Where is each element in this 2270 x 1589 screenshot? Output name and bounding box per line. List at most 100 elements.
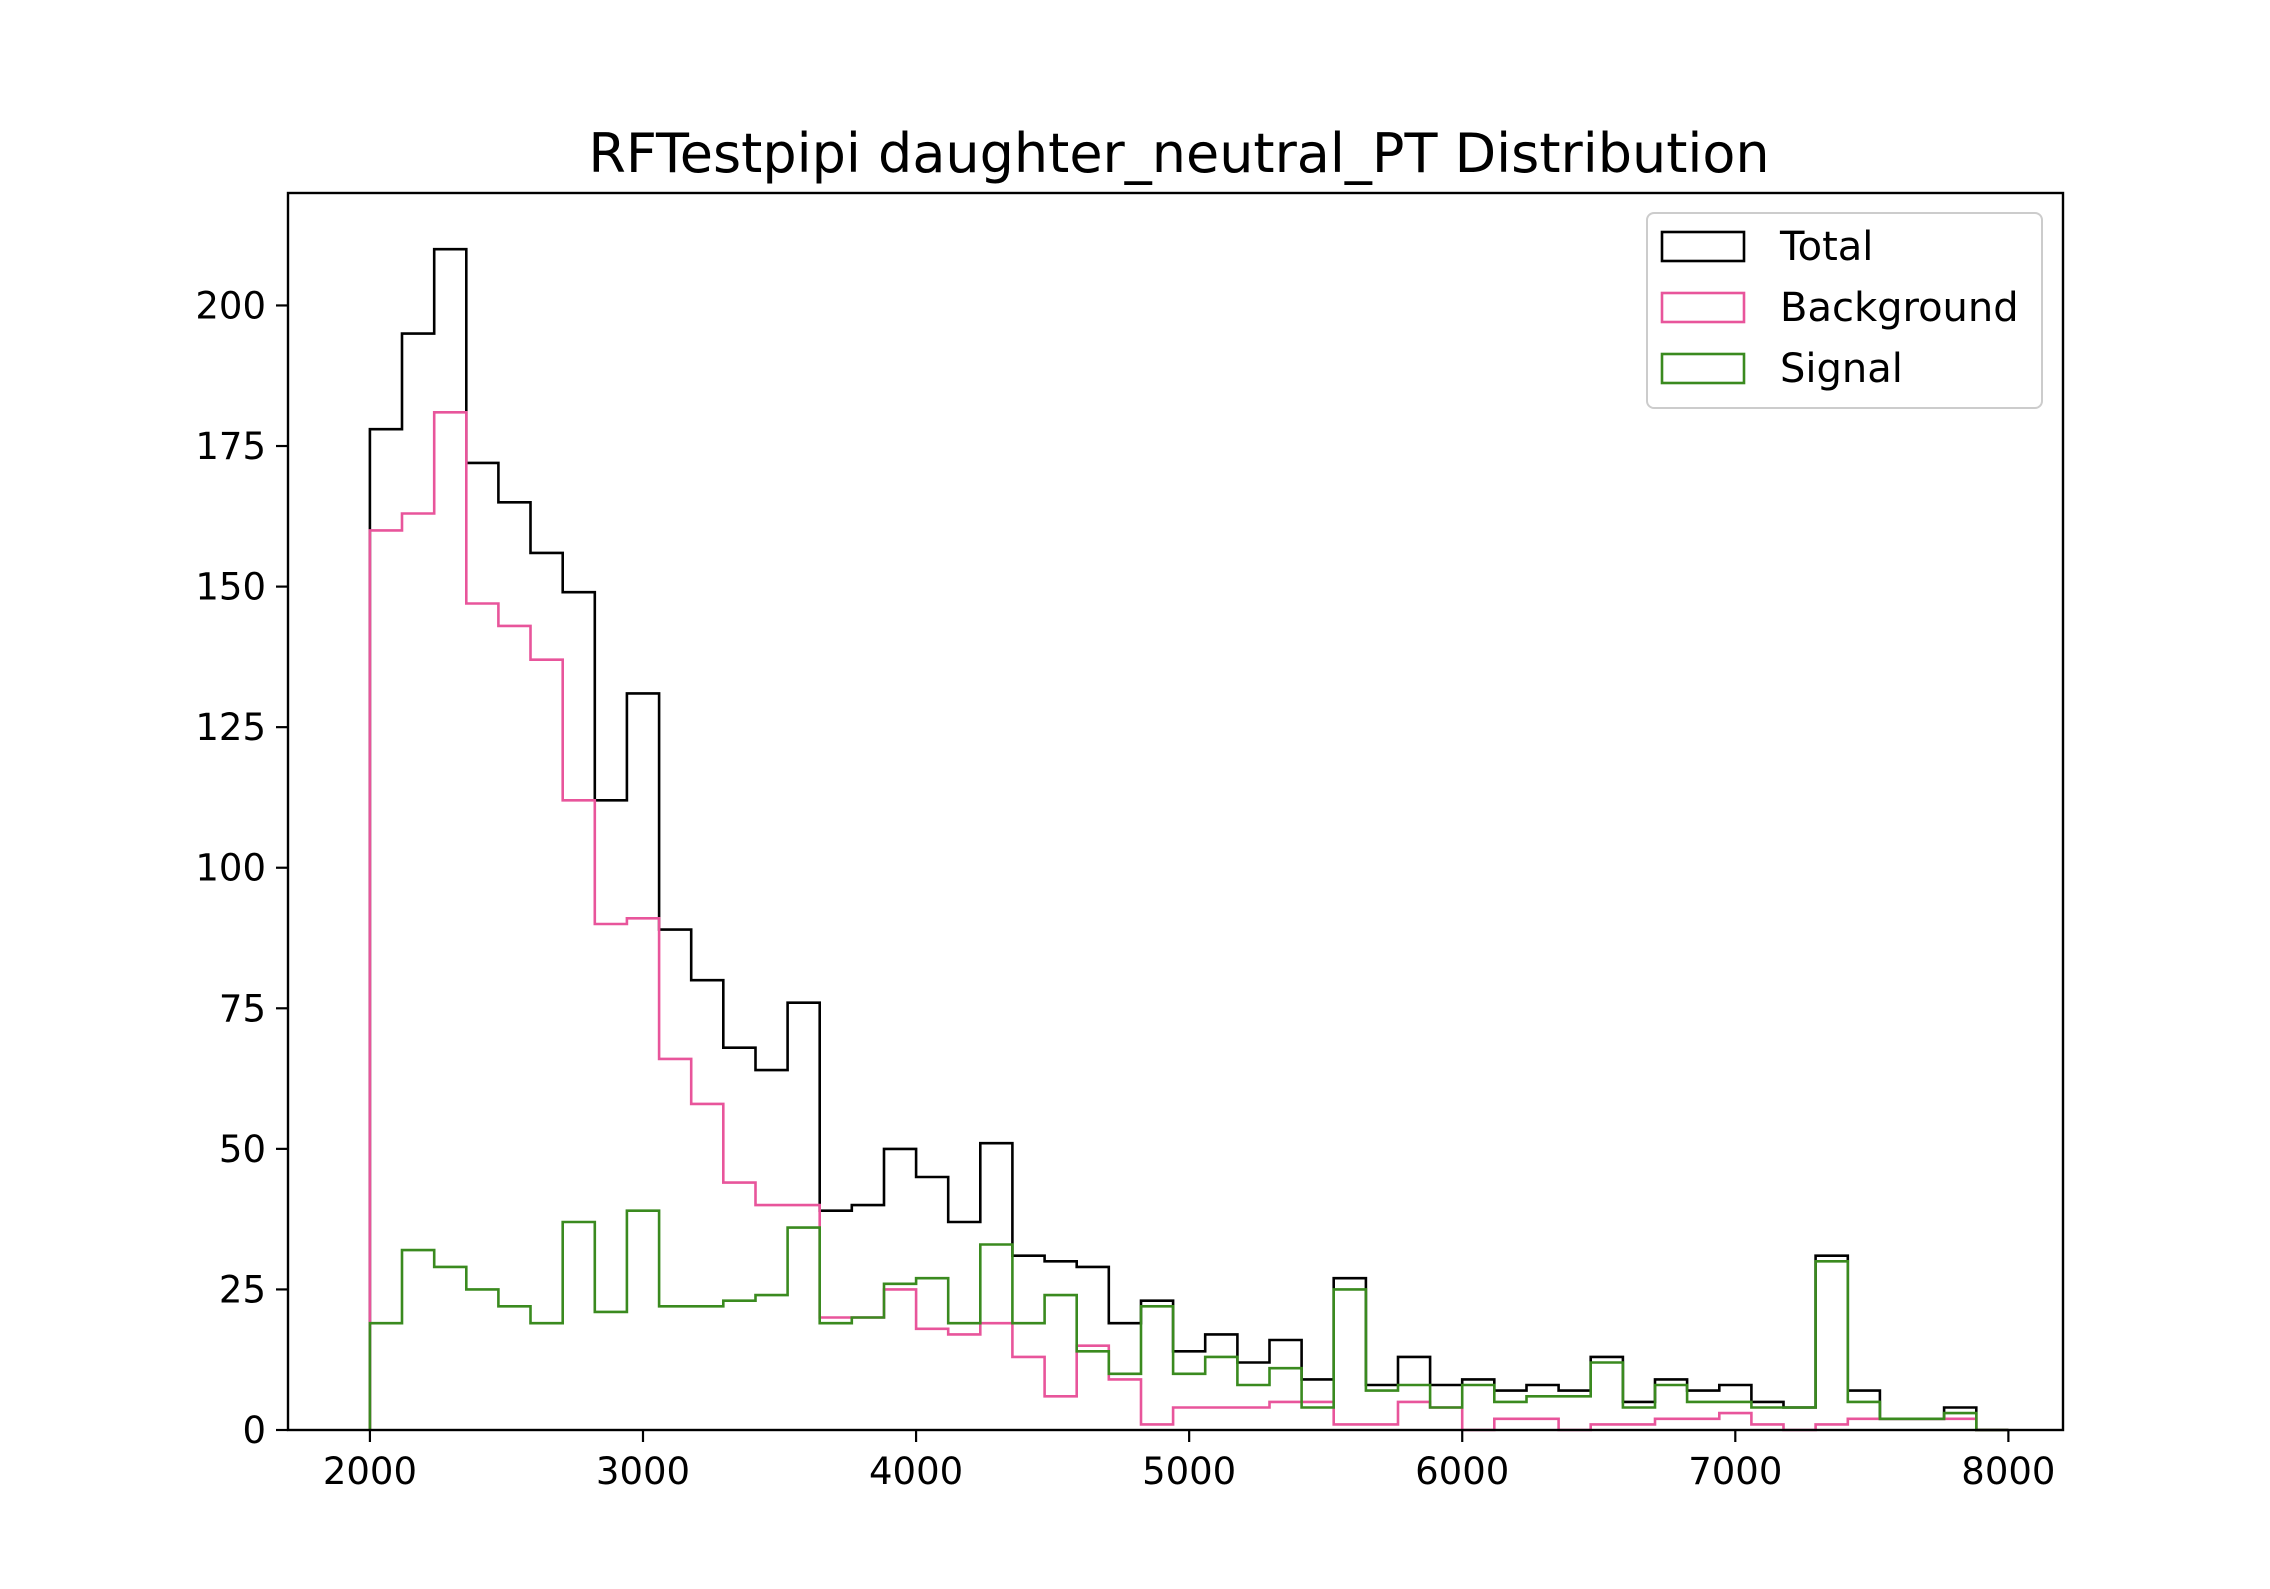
bin-signal-39: [1623, 1408, 1655, 1431]
y-tick-label: 0: [242, 1409, 266, 1452]
bin-total-43: [1751, 1402, 1783, 1430]
bin-background-40: [1655, 1419, 1687, 1430]
x-axis: 2000 3000 4000 5000 6000 7000 8000: [323, 1430, 2055, 1493]
bin-background-19: [980, 1323, 1012, 1430]
x-tick-label: 2000: [323, 1450, 417, 1493]
bin-background-15: [852, 1318, 884, 1431]
bin-total-40: [1655, 1379, 1687, 1430]
bin-signal-17: [916, 1278, 948, 1430]
y-tick-label: 100: [195, 847, 266, 890]
bin-background-46: [1848, 1419, 1880, 1430]
bin-total-45: [1816, 1256, 1848, 1430]
bin-signal-49: [1944, 1413, 1976, 1430]
bin-background-41: [1687, 1419, 1719, 1430]
bin-background-9: [659, 1059, 691, 1430]
bin-total-30: [1334, 1278, 1366, 1430]
bin-signal-36: [1527, 1396, 1559, 1430]
legend-label-signal: Signal: [1780, 346, 1903, 392]
bin-background-6: [563, 800, 595, 1430]
bin-total-24: [1141, 1301, 1173, 1430]
bin-background-21: [1045, 1396, 1077, 1430]
histogram-series-layer: [368, 247, 2009, 1432]
bin-total-41: [1687, 1391, 1719, 1430]
legend-swatch-background: [1660, 291, 1746, 324]
bin-signal-16: [884, 1284, 916, 1430]
bin-signal-20: [1012, 1323, 1044, 1430]
bin-total-3: [466, 463, 498, 1430]
bin-background-20: [1012, 1357, 1044, 1430]
y-tick-label: 175: [195, 425, 266, 468]
x-tick-label: 7000: [1688, 1450, 1782, 1493]
series-total: [368, 247, 2009, 1432]
bin-total-38: [1591, 1357, 1623, 1430]
bin-total-7: [595, 800, 627, 1430]
bin-total-35: [1494, 1391, 1526, 1430]
series-signal: [368, 1209, 2009, 1432]
bin-total-42: [1719, 1385, 1751, 1430]
y-tick-label: 150: [195, 566, 266, 609]
bin-background-11: [723, 1183, 755, 1430]
bin-signal-3: [466, 1289, 498, 1430]
bin-total-34: [1462, 1379, 1494, 1430]
bin-background-25: [1173, 1408, 1205, 1431]
legend-entry-total: Total: [1660, 224, 1873, 270]
bin-signal-5: [531, 1323, 563, 1430]
bin-signal-37: [1559, 1396, 1591, 1430]
bin-total-21: [1045, 1261, 1077, 1430]
bin-signal-6: [563, 1222, 595, 1430]
bin-total-39: [1623, 1402, 1655, 1430]
bin-total-12: [756, 1070, 788, 1430]
bin-background-18: [948, 1334, 980, 1430]
bin-background-48: [1912, 1419, 1944, 1430]
bin-total-19: [980, 1143, 1012, 1430]
bin-signal-25: [1173, 1374, 1205, 1430]
bin-signal-32: [1398, 1385, 1430, 1430]
bin-total-48: [1912, 1419, 1944, 1430]
bin-background-16: [884, 1289, 916, 1430]
bin-total-36: [1527, 1385, 1559, 1430]
bin-total-13: [788, 1003, 820, 1430]
bin-signal-26: [1205, 1357, 1237, 1430]
bin-signal-2: [434, 1267, 466, 1430]
bin-total-6: [563, 592, 595, 1430]
bin-background-49: [1944, 1419, 1976, 1430]
x-tick-label: 6000: [1415, 1450, 1509, 1493]
bin-background-28: [1270, 1402, 1302, 1430]
bin-total-23: [1109, 1323, 1141, 1430]
bin-signal-45: [1816, 1261, 1848, 1430]
bin-signal-47: [1880, 1419, 1912, 1430]
bin-background-29: [1302, 1402, 1334, 1430]
bin-total-5: [531, 553, 563, 1430]
legend-label-background: Background: [1780, 285, 2019, 331]
bin-background-33: [1430, 1408, 1462, 1431]
bin-signal-14: [820, 1323, 852, 1430]
y-tick-label: 125: [195, 706, 266, 749]
plot-area-frame: [286, 191, 2065, 1432]
legend-swatch-signal: [1660, 352, 1746, 385]
bin-background-13: [788, 1205, 820, 1430]
legend-entry-signal: Signal: [1660, 346, 1903, 392]
legend-swatch-total: [1660, 230, 1746, 263]
bin-total-14: [820, 1211, 852, 1430]
x-tick-label: 8000: [1961, 1450, 2055, 1493]
bin-background-47: [1880, 1419, 1912, 1430]
bin-signal-33: [1430, 1408, 1462, 1431]
bin-signal-29: [1302, 1408, 1334, 1431]
x-tick-label: 5000: [1142, 1450, 1236, 1493]
bin-background-17: [916, 1329, 948, 1430]
bin-signal-10: [691, 1306, 723, 1430]
bin-signal-9: [659, 1306, 691, 1430]
bin-signal-8: [627, 1211, 659, 1430]
bin-background-2: [434, 412, 466, 1430]
bin-signal-42: [1719, 1402, 1751, 1430]
bin-total-46: [1848, 1391, 1880, 1430]
y-axis: 0 25 50 75 100 125 150 175 200: [195, 284, 288, 1452]
bin-total-9: [659, 930, 691, 1430]
bin-total-8: [627, 693, 659, 1430]
bin-background-8: [627, 918, 659, 1430]
bin-total-44: [1784, 1408, 1816, 1431]
bin-signal-38: [1591, 1363, 1623, 1431]
bin-signal-48: [1912, 1419, 1944, 1430]
bin-background-36: [1527, 1419, 1559, 1430]
